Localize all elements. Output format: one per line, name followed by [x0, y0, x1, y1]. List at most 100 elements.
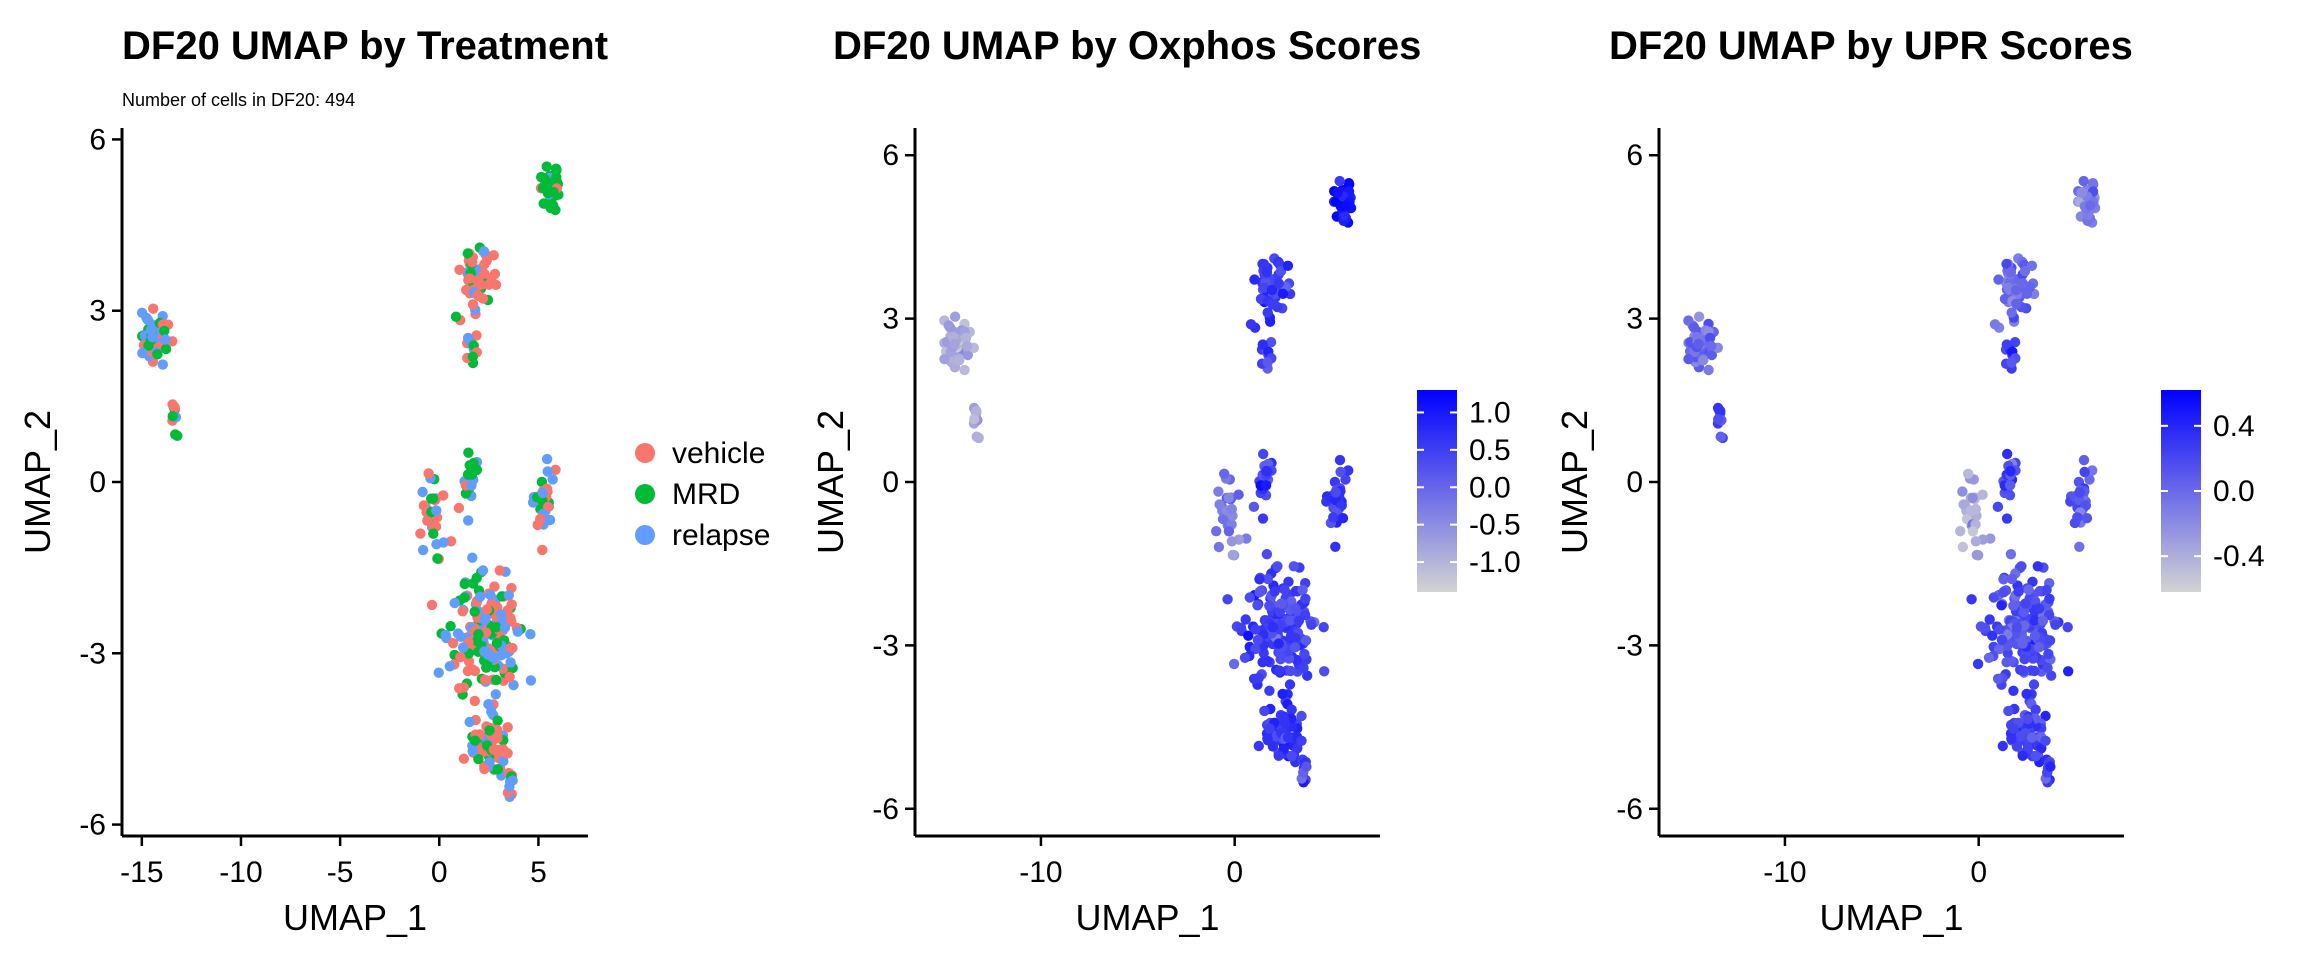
- cell-point: [1282, 732, 1294, 743]
- cell-point: [1278, 713, 1290, 725]
- cell-point: [959, 364, 970, 376]
- cell-point: [1989, 319, 2001, 330]
- legend-label: MRD: [672, 478, 740, 511]
- cell-point: [1269, 586, 1280, 597]
- cell-point: [472, 275, 483, 286]
- cell-point: [502, 722, 513, 733]
- legend-key-relapse: [635, 525, 655, 545]
- cell-point: [1987, 630, 1998, 641]
- cell-point: [2013, 586, 2024, 597]
- colorbar-tick-label: 1.0: [1469, 396, 1511, 429]
- cell-point: [469, 735, 481, 746]
- cell-point: [1273, 278, 1284, 289]
- cell-point: [147, 332, 158, 343]
- cell-point: [1275, 654, 1286, 665]
- cell-point: [1259, 705, 1270, 717]
- cell-point: [2074, 541, 2085, 552]
- cell-point: [2008, 685, 2019, 696]
- x-tick-label: -5: [327, 856, 354, 889]
- cell-point: [1688, 322, 1700, 333]
- cell-point: [469, 695, 480, 707]
- cell-point: [477, 565, 489, 576]
- cell-point: [507, 642, 518, 654]
- cell-point: [2022, 713, 2034, 725]
- cell-point: [1235, 622, 1247, 633]
- cell-point: [539, 173, 550, 184]
- cell-point: [1226, 503, 1238, 515]
- cell-point: [428, 528, 439, 539]
- cell-point: [1277, 688, 1288, 700]
- cell-point: [473, 629, 484, 640]
- cell-point: [2037, 615, 2049, 626]
- cell-point: [2050, 619, 2061, 630]
- cell-point: [1288, 561, 1300, 572]
- cell-point: [2006, 307, 2017, 318]
- cell-point: [1984, 614, 1995, 625]
- cell-point: [431, 539, 442, 550]
- cell-point: [2001, 657, 2012, 668]
- cell-point: [2004, 480, 2016, 491]
- cell-point: [459, 592, 470, 603]
- cell-point: [502, 748, 513, 759]
- cell-point: [467, 351, 478, 362]
- cell-point: [1297, 584, 1308, 596]
- x-tick-label: 5: [530, 856, 547, 889]
- cell-point: [1332, 187, 1343, 198]
- cell-point: [480, 612, 491, 624]
- cell-point: [1276, 598, 1287, 609]
- legend: vehicle MRD relapse: [635, 437, 770, 552]
- cell-point: [488, 744, 499, 755]
- cell-point: [462, 248, 473, 259]
- cell-point: [537, 544, 548, 556]
- colorbar: 1.0 0.5 0.0 -0.5 -1.0: [1417, 390, 1521, 592]
- cell-point: [971, 405, 982, 417]
- cell-point: [464, 273, 475, 284]
- cell-point: [2084, 474, 2095, 485]
- cell-point: [1958, 499, 1969, 510]
- cell-point: [1261, 549, 1273, 560]
- y-tick-label: -6: [79, 809, 106, 842]
- cell-point: [1248, 673, 1260, 684]
- cell-point: [1285, 665, 1296, 677]
- x-axis-title: UMAP_1: [1819, 897, 1963, 938]
- cell-point: [949, 338, 960, 350]
- cell-point: [1250, 624, 1261, 635]
- cell-point: [1240, 614, 1251, 625]
- cell-point: [939, 353, 950, 365]
- cell-point: [2085, 200, 2096, 211]
- cell-point: [417, 544, 429, 556]
- cell-point: [2081, 513, 2093, 524]
- cell-point: [458, 753, 470, 764]
- cell-point: [1223, 526, 1235, 537]
- cell-point: [548, 186, 559, 198]
- cell-point: [962, 349, 973, 361]
- cell-point: [423, 468, 434, 479]
- cell-point: [1289, 642, 1301, 653]
- x-tick-label: -15: [120, 856, 163, 889]
- cell-point: [1274, 606, 1286, 618]
- cell-point: [2063, 666, 2074, 677]
- cell-point: [1285, 630, 1297, 641]
- cell-point: [2019, 654, 2030, 665]
- cell-point: [1222, 594, 1233, 605]
- cell-point: [1213, 541, 1225, 553]
- y-tick-label: 6: [1626, 139, 1643, 172]
- cell-point: [2032, 561, 2044, 572]
- cell-point: [525, 675, 537, 686]
- cell-point: [418, 500, 430, 511]
- cell-point: [1703, 364, 1714, 376]
- cell-point: [1227, 549, 1239, 561]
- cell-point: [1967, 526, 1979, 537]
- cell-point: [160, 343, 172, 355]
- cell-point: [1285, 615, 1296, 626]
- cell-point: [2010, 284, 2022, 296]
- cell-point: [463, 515, 474, 526]
- panel-1-subtitle: Number of cells in DF20: 494: [122, 90, 356, 110]
- cell-point: [1239, 652, 1251, 663]
- cell-point: [479, 268, 490, 279]
- cell-point: [1330, 541, 1341, 552]
- cell-point: [483, 699, 494, 710]
- cell-point: [1328, 512, 1339, 523]
- cell-point: [1988, 592, 2000, 603]
